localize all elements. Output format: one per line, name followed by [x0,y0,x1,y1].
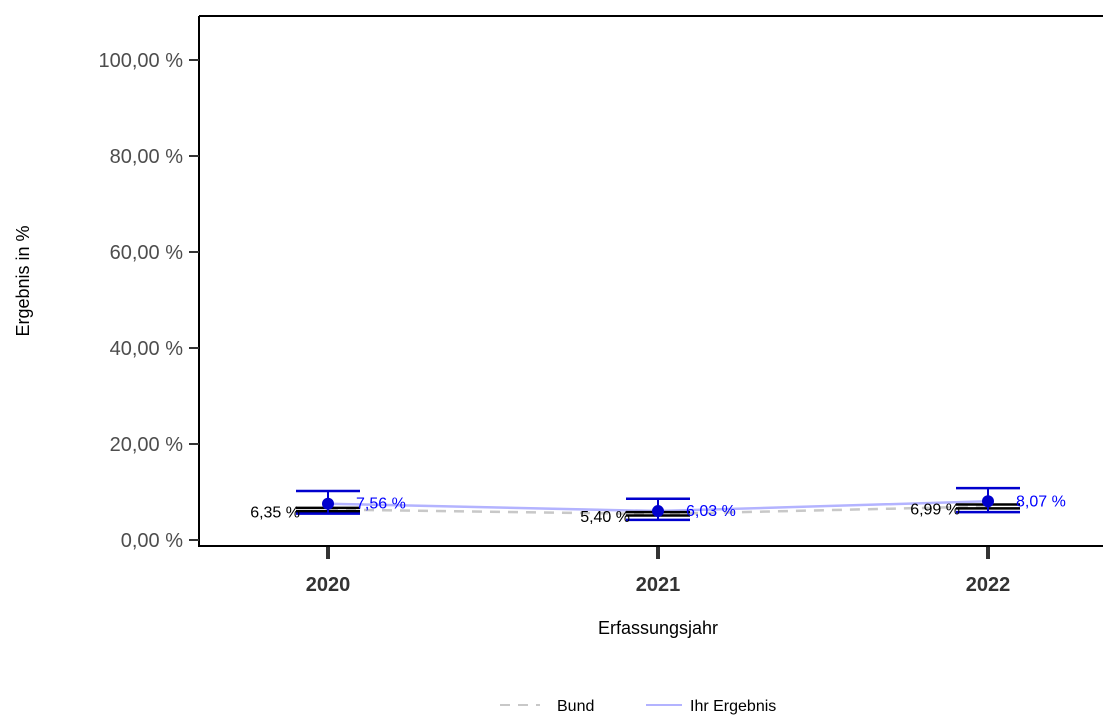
legend-ihr-ergebnis-label: Ihr Ergebnis [690,698,776,715]
x-tick-label-1: 2021 [636,574,681,596]
bund-value-label-1: 5,40 % [580,509,630,526]
x-axis-title: Erfassungsjahr [598,618,718,638]
data-points [322,495,994,518]
y-tick-label-4: 80,00 % [110,146,184,168]
data-point-1-1 [652,505,664,518]
legend: Bund Ihr Ergebnis [500,698,776,715]
x-tick-label-0: 2020 [306,574,351,596]
y-tick-label-1: 20,00 % [110,434,184,456]
bund-value-label-2: 6,99 % [910,501,960,518]
x-tick-label-2: 2022 [966,574,1011,596]
bund-value-label-0: 6,35 % [250,505,300,522]
legend-bund-label: Bund [557,698,594,715]
data-point-1-0 [322,497,334,510]
ihr-value-label-0: 7,56 % [356,496,406,513]
y-tick-label-5: 100,00 % [98,50,183,72]
y-tick-label-2: 40,00 % [110,338,184,360]
y-axis-ticks: 0,00 % 20,00 % 40,00 % 60,00 % 80,00 % 100,00… [98,50,199,552]
x-axis-ticks: 2020 2021 2022 [306,547,1011,596]
y-tick-label-3: 60,00 % [110,242,184,264]
data-labels: 6,35 % 5,40 % 6,99 % 7,56 % 6,03 % 8,07 % [250,493,1066,526]
y-tick-label-0: 0,00 % [121,530,183,552]
data-point-1-2 [982,495,994,508]
y-axis-title: Ergebnis in % [13,225,33,336]
ihr-value-label-1: 6,03 % [686,503,736,520]
ihr-value-label-2: 8,07 % [1016,493,1066,510]
